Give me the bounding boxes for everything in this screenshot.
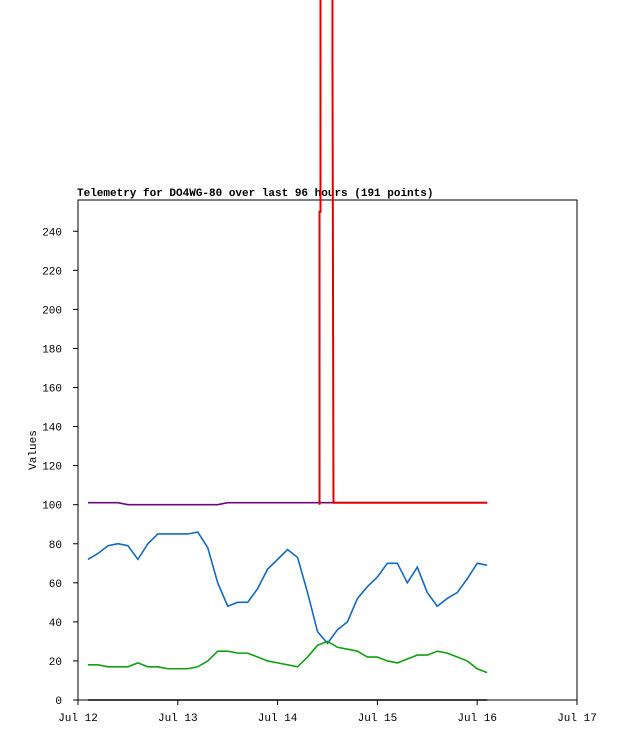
plot-frame (77, 199, 578, 701)
y-tick-label: 20 (49, 657, 62, 669)
y-tick-label: 140 (42, 423, 62, 435)
series-line (87, 531, 488, 645)
x-tick-label: Jul 16 (457, 713, 497, 725)
y-tick-label: 220 (42, 266, 62, 278)
series-line (318, 0, 488, 505)
x-tick-label: Jul 12 (58, 713, 98, 725)
y-tick-label: 200 (42, 305, 62, 317)
x-tick-label: Jul 17 (557, 713, 597, 725)
y-tick-label: 180 (42, 344, 62, 356)
y-tick-label: 80 (49, 540, 62, 552)
x-tick-label: Jul 13 (158, 713, 198, 725)
y-tick-label: 160 (42, 384, 62, 396)
y-tick-label: 0 (55, 696, 62, 708)
x-tick-label: Jul 15 (358, 713, 398, 725)
y-axis-label: Values (28, 430, 40, 470)
y-tick-label: 240 (42, 227, 62, 239)
chart-title: Telemetry for DO4WG-80 over last 96 hour… (77, 188, 433, 200)
y-tick-label: 120 (42, 462, 62, 474)
series-line (87, 640, 488, 674)
y-tick-label: 40 (49, 618, 62, 630)
y-tick-label: 60 (49, 579, 62, 591)
y-tick-label: 100 (42, 501, 62, 513)
x-tick-label: Jul 14 (258, 713, 298, 725)
